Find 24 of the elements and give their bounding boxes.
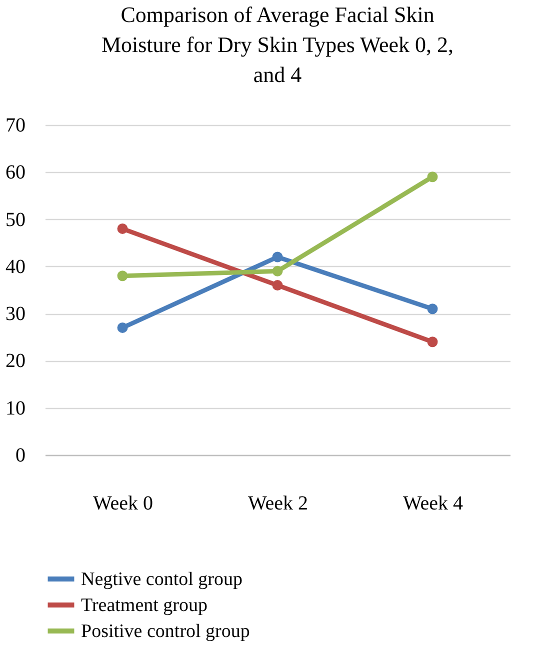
legend-label: Negtive contol group (81, 569, 242, 590)
legend-label: Treatment group (81, 595, 208, 616)
x-tick-label: Week 4 (402, 492, 464, 514)
chart-title: Comparison of Average Facial Skin Moisture for Dry Skin Types Week 0, 2, and 4 (101, 2, 454, 87)
point (272, 252, 283, 262)
y-tick-label: 40 (6, 256, 26, 278)
point (117, 322, 128, 333)
y-tick-label: 30 (6, 303, 26, 326)
point (117, 270, 128, 282)
point (427, 172, 438, 182)
legend-label: Positive control group (81, 621, 250, 642)
y-tick-label: 70 (6, 114, 26, 136)
y-tick-label: 50 (6, 208, 26, 231)
point (117, 223, 128, 234)
point (272, 266, 283, 276)
y-tick-label: 10 (6, 397, 26, 420)
x-tick-label: Week 0 (92, 492, 154, 514)
y-tick-label: 60 (6, 162, 26, 184)
point (427, 336, 438, 348)
y-tick-label: 0 (16, 444, 26, 466)
x-tick-label: Week 2 (248, 492, 308, 514)
y-tick-label: 20 (6, 350, 26, 372)
point (272, 280, 283, 291)
point (427, 304, 438, 314)
